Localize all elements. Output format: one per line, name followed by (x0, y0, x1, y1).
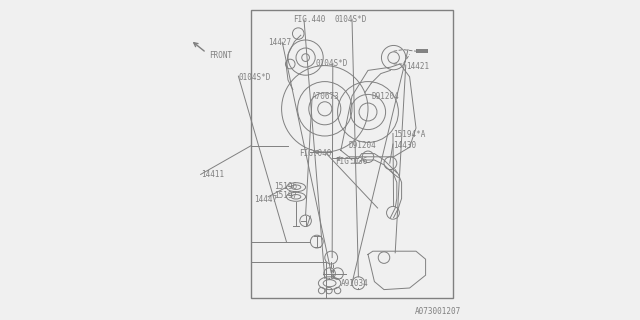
Text: A073001207: A073001207 (415, 308, 461, 316)
Text: A91034: A91034 (341, 279, 369, 288)
Text: FIG.040: FIG.040 (300, 149, 332, 158)
Text: 14447: 14447 (254, 195, 278, 204)
Text: FIG.036: FIG.036 (335, 157, 367, 166)
Text: 0104S*D: 0104S*D (315, 59, 348, 68)
Text: 14427: 14427 (268, 38, 291, 47)
Text: 0104S*D: 0104S*D (334, 15, 367, 24)
Text: FRONT: FRONT (210, 51, 233, 60)
Text: D91204: D91204 (371, 92, 399, 101)
Text: FIG.440: FIG.440 (292, 15, 325, 24)
Text: D91204: D91204 (349, 141, 376, 150)
Bar (416, 49, 428, 52)
Text: 14411: 14411 (201, 170, 224, 179)
Text: 15197: 15197 (275, 191, 298, 200)
Text: 0104S*D: 0104S*D (239, 73, 271, 82)
Text: 15194*A: 15194*A (393, 130, 426, 139)
Text: 15196: 15196 (275, 182, 298, 191)
Text: A70673: A70673 (312, 92, 340, 101)
Text: 14421: 14421 (406, 62, 429, 71)
Bar (251, 10, 453, 298)
Text: 14430: 14430 (393, 141, 416, 150)
